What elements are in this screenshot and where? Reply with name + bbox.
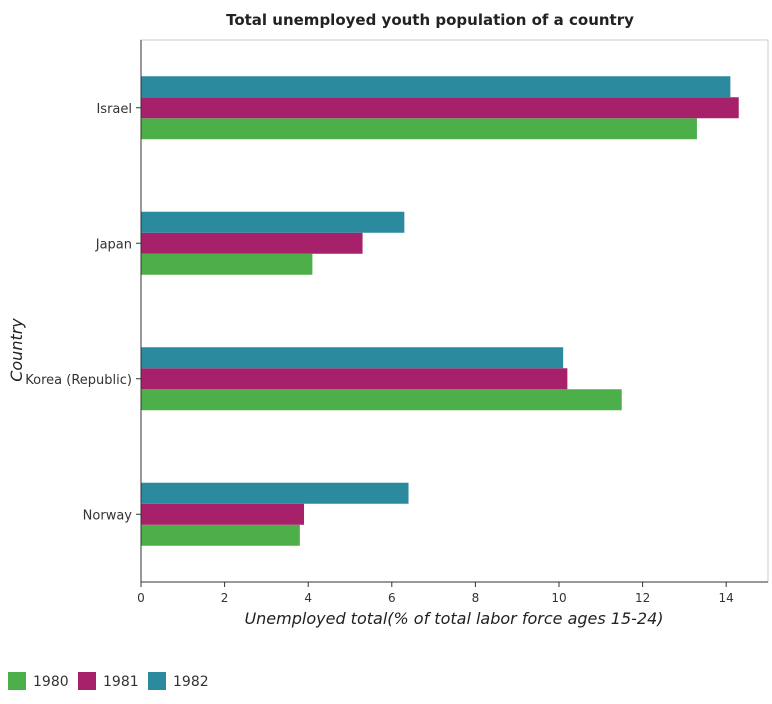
bar-1982-korea-republic — [141, 347, 564, 369]
x-tick-label: 4 — [304, 591, 312, 605]
legend: 1980 1981 1982 — [8, 672, 209, 690]
legend-label-1981: 1981 — [103, 674, 139, 690]
x-axis-label: Unemployed total(% of total labor force … — [244, 609, 663, 628]
bar-1980-japan — [141, 253, 313, 275]
y-tick-label: Norway — [83, 508, 133, 523]
legend-label-1982: 1982 — [173, 674, 209, 690]
bar-1980-norway — [141, 524, 300, 546]
bar-1980-korea-republic — [141, 389, 622, 411]
legend-swatch-1982 — [148, 672, 166, 690]
bar-1981-japan — [141, 232, 363, 254]
x-tick-label: 0 — [137, 591, 145, 605]
bar-1982-japan — [141, 211, 405, 233]
bar-1982-israel — [141, 76, 731, 98]
x-tick-label: 6 — [388, 591, 396, 605]
bar-1981-israel — [141, 97, 739, 119]
y-tick-label: Japan — [95, 237, 132, 252]
bar-1981-korea-republic — [141, 368, 568, 390]
plot-area: Israel Japan Korea (Republic) Norway 0 2 4 6 8 10… — [25, 39, 769, 605]
bar-1982-norway — [141, 482, 409, 504]
y-axis-label: Country — [7, 318, 26, 382]
y-tick-label: Korea (Republic) — [25, 373, 132, 388]
legend-swatch-1980 — [8, 672, 26, 690]
x-tick-label: 12 — [635, 591, 650, 605]
y-tick-label: Israel — [96, 102, 132, 117]
bar-1980-israel — [141, 118, 697, 140]
x-tick-label: 14 — [719, 591, 734, 605]
x-tick-label: 8 — [472, 591, 480, 605]
x-tick-label: 10 — [551, 591, 566, 605]
x-tick-label: 2 — [221, 591, 229, 605]
chart-title: Total unemployed youth population of a c… — [226, 11, 634, 29]
legend-swatch-1981 — [78, 672, 96, 690]
bar-1981-norway — [141, 503, 305, 525]
legend-label-1980: 1980 — [33, 674, 69, 690]
